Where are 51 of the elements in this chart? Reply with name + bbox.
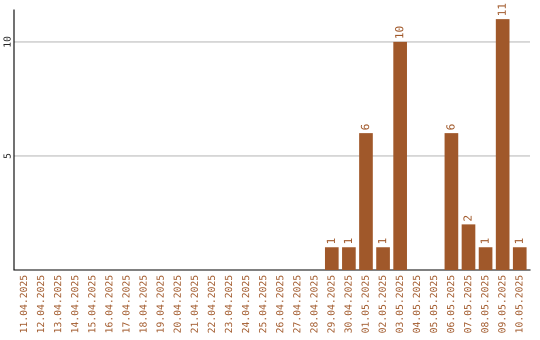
x-tick-label: 02.05.2025: [378, 276, 386, 333]
data-label: 1: [326, 238, 335, 244]
x-tick-label: 12.04.2025: [36, 276, 44, 332]
x-tick-label: 19.04.2025: [156, 276, 164, 332]
x-tick-label: 18.04.2025: [139, 276, 147, 332]
data-label: 6: [360, 124, 370, 130]
x-tick-label: 11.04.2025: [20, 276, 28, 332]
bar: [324, 247, 339, 270]
bar: [444, 133, 458, 270]
x-tick-label: 27.04.2025: [293, 276, 300, 333]
data-label: 2: [463, 216, 472, 221]
x-tick-label: 16.04.2025: [105, 276, 113, 332]
x-tick-label: 25.04.2025: [258, 276, 266, 333]
x-tick-label: 26.04.2025: [276, 276, 284, 333]
x-tick-label: 08.05.2025: [481, 276, 488, 333]
x-tick-label: 07.05.2025: [464, 276, 472, 333]
x-tick-label: 28.04.2025: [310, 276, 318, 333]
x-tick-label: 22.04.2025: [208, 276, 216, 333]
x-tick-label: 04.05.2025: [412, 276, 420, 333]
bar: [478, 247, 492, 270]
y-tick-label: 5: [4, 154, 11, 158]
x-tick-label: 21.04.2025: [190, 276, 198, 333]
x-tick-label: 17.04.2025: [122, 276, 130, 332]
x-tick-label: 13.04.2025: [54, 276, 62, 332]
data-label: 10: [394, 26, 404, 38]
data-label: 1: [480, 238, 489, 244]
bar: [359, 133, 373, 270]
x-tick-label: 15.04.2025: [88, 276, 96, 332]
data-label: 1: [378, 238, 386, 244]
data-label: 11: [498, 4, 506, 16]
x-tick-label: 01.05.2025: [361, 276, 369, 333]
x-tick-label: 05.05.2025: [430, 276, 438, 333]
x-tick-label: 30.04.2025: [344, 276, 352, 333]
data-label: 6: [446, 124, 455, 130]
x-tick-label: 24.04.2025: [242, 276, 250, 333]
x-tick-label: 06.05.2025: [446, 276, 454, 333]
x-tick-label: 03.05.2025: [396, 276, 403, 333]
x-tick-label: 10.05.2025: [515, 276, 523, 332]
x-tick-label: 09.05.2025: [498, 276, 506, 333]
bar: [393, 42, 407, 270]
bar: [462, 224, 476, 270]
bar: [376, 247, 390, 270]
x-tick-label: 14.04.2025: [71, 276, 78, 332]
bar: [496, 19, 510, 270]
x-tick-label: 29.04.2025: [327, 276, 335, 333]
x-tick-label: 23.04.2025: [224, 276, 232, 333]
bar: [342, 247, 356, 270]
x-tick-label: 20.04.2025: [174, 276, 181, 333]
data-label: 1: [514, 238, 523, 244]
data-label: 1: [344, 238, 352, 244]
bar: [512, 247, 527, 270]
